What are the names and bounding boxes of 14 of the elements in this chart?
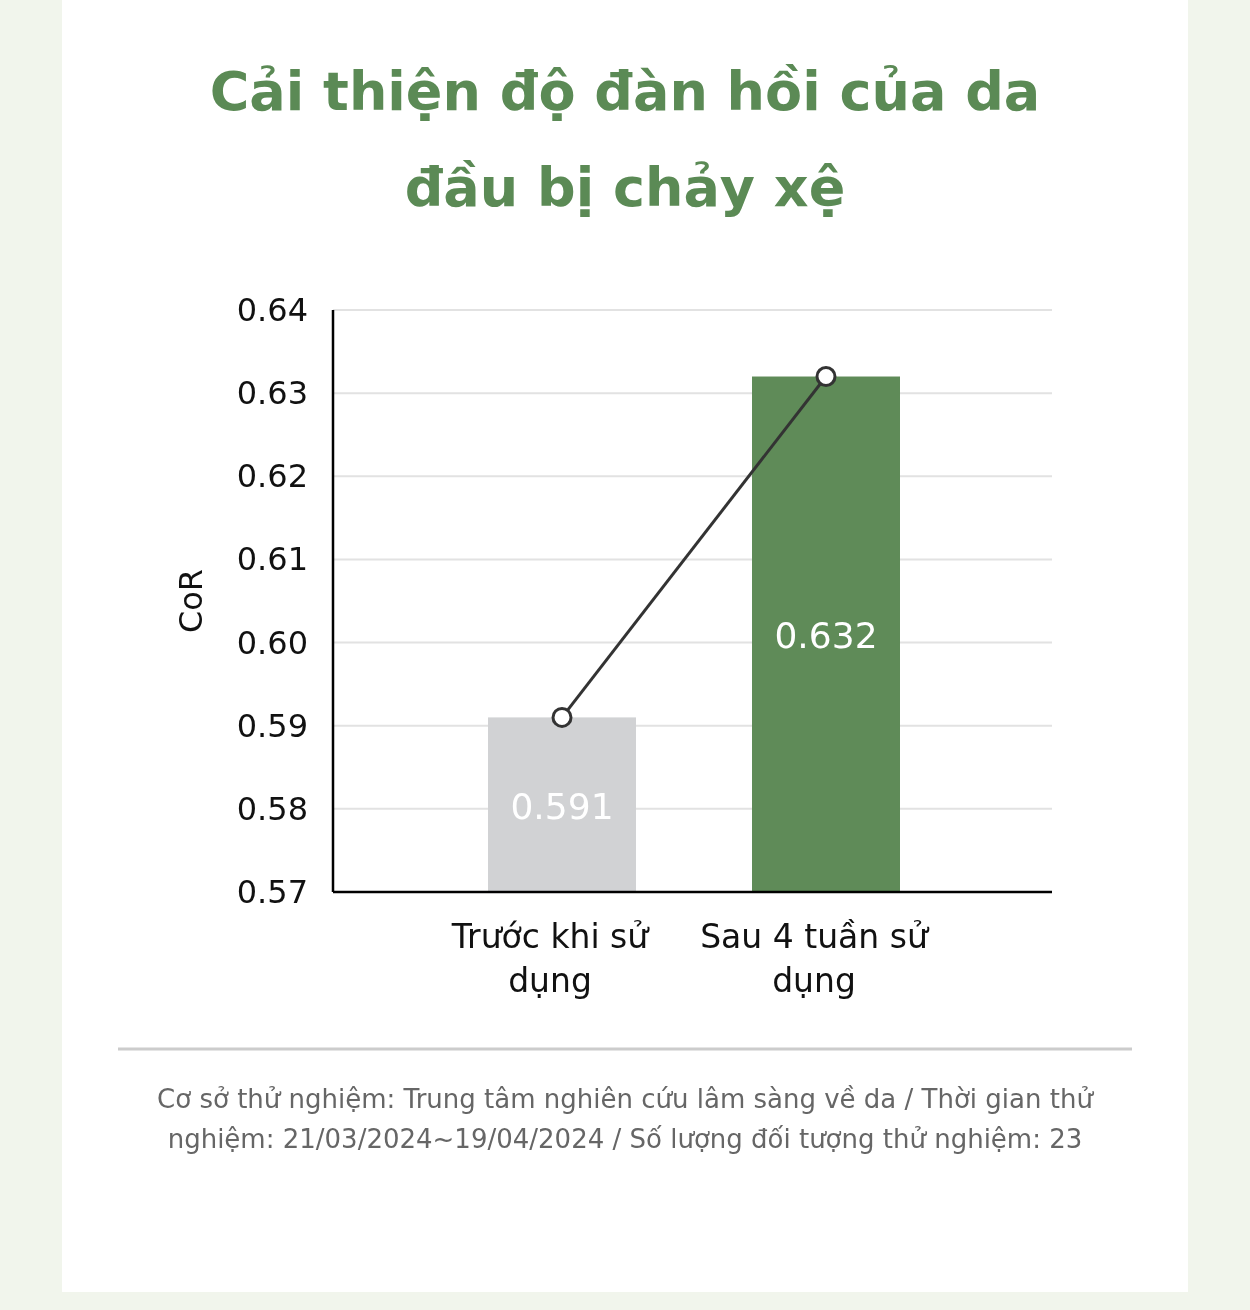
y-axis-title: CoR <box>172 568 210 634</box>
chart-title: Cải thiện độ đàn hồi của da đầu bị chảy xệ <box>209 60 1041 219</box>
text: Cơ sở thử nghiệm: Trung tâm nghiên cứu lâm sàng về da / Thời gian thử nghiệm: 21/03/2024~19/04/2024 / Số lượng đối tượng thử nghiệm: 23 <box>157 1084 1095 1154</box>
x-tick-label: Sau 4 tuần sử dụng <box>700 917 930 1000</box>
y-tick-label: 0.61 <box>236 540 308 579</box>
y-tick-label: 0.60 <box>236 623 308 662</box>
x-tick-label: Trước khi sử dụng <box>450 917 651 1000</box>
data-label: 0.632 <box>774 615 878 657</box>
y-tick-label: 0.59 <box>236 706 308 745</box>
y-tick-label: 0.57 <box>236 873 308 911</box>
y-tick-label: 0.58 <box>236 789 308 828</box>
y-tick-label: 0.63 <box>236 374 308 413</box>
y-tick-label: 0.62 <box>236 457 308 496</box>
y-tick-label: 0.64 <box>236 291 308 329</box>
